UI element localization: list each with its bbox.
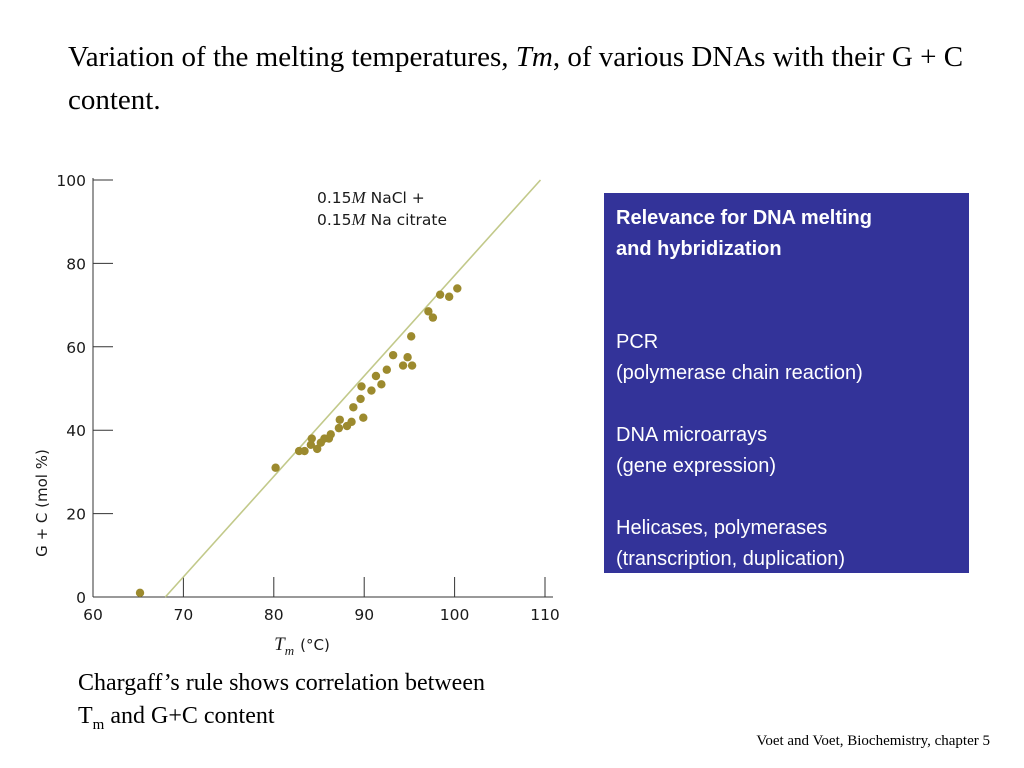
data-point: [312, 444, 322, 454]
data-point: [135, 588, 145, 598]
caption-line-2: Tm and G+C content: [78, 700, 578, 742]
item-detail: (gene expression): [616, 455, 777, 477]
x-tick-label: 60: [83, 606, 103, 624]
data-point: [377, 380, 386, 389]
data-point: [371, 371, 381, 381]
y-tick-label: 0: [76, 589, 86, 607]
data-point: [398, 361, 408, 370]
relevance-info-box: Relevance for DNA melting and hybridizat…: [604, 193, 969, 573]
chart-axes: 0 20 40 60 80 100 60 70 80 90 100 110: [56, 172, 559, 624]
x-tick-label: 90: [354, 606, 374, 624]
info-item-pcr: PCR (polymerase chain reaction): [616, 327, 957, 389]
data-point: [453, 284, 462, 293]
item-detail: (transcription, duplication): [616, 548, 845, 570]
title-tm: Tm: [515, 41, 553, 73]
figure-caption: Chargaff’s rule shows correlation betwee…: [78, 667, 578, 742]
data-point: [382, 365, 391, 374]
data-point: [407, 361, 417, 370]
data-point: [306, 440, 316, 449]
info-item-microarrays: DNA microarrays (gene expression): [616, 420, 957, 482]
heading-line-1: Relevance for DNA melting: [616, 207, 872, 229]
caption-rest: and G+C content: [104, 703, 275, 729]
data-point: [388, 350, 398, 360]
x-tick-label: 70: [174, 606, 194, 624]
data-point: [357, 382, 366, 391]
data-point: [444, 292, 454, 301]
data-point: [359, 413, 368, 422]
data-point: [403, 353, 412, 362]
caption-line-1: Chargaff’s rule shows correlation betwee…: [78, 670, 485, 696]
x-axis-label: Tm (°C): [274, 634, 330, 658]
info-item-helicases: Helicases, polymerases (transcription, d…: [616, 513, 957, 575]
data-point: [334, 423, 344, 433]
slide-title: Variation of the melting temperatures, T…: [68, 36, 988, 122]
data-point: [307, 434, 316, 443]
data-point: [356, 394, 365, 404]
caption-sub: m: [92, 716, 105, 733]
annotation-line-2: 0.15M Na citrate: [317, 210, 447, 229]
item-title: PCR: [616, 331, 659, 353]
caption-t: T: [78, 703, 93, 729]
data-point: [349, 403, 358, 412]
y-axis-label: G + C (mol %): [33, 449, 51, 557]
data-point: [300, 446, 309, 456]
item-title: DNA microarrays: [616, 424, 768, 446]
data-point: [435, 290, 445, 299]
y-tick-label: 80: [66, 255, 86, 273]
y-tick-label: 20: [66, 506, 86, 524]
data-points: [135, 284, 462, 598]
data-point: [424, 307, 433, 316]
item-detail: (polymerase chain reaction): [616, 362, 863, 384]
fit-line-group: [164, 179, 542, 598]
data-point: [428, 313, 438, 322]
data-point: [347, 417, 356, 427]
y-tick-label: 100: [56, 172, 86, 190]
source-credit: Voet and Voet, Biochemistry, chapter 5: [756, 733, 990, 749]
data-point: [271, 463, 280, 472]
y-tick-label: 60: [66, 339, 86, 357]
title-text-rest: , of various DNAs with their G + C conte…: [68, 41, 964, 116]
y-tick-label: 40: [66, 422, 86, 440]
title-text: Variation of the melting temperatures,: [68, 41, 516, 73]
data-point: [326, 430, 335, 439]
fit-line: [164, 179, 542, 598]
annotation-line-1: 0.15M NaCl +: [317, 188, 425, 207]
x-tick-label: 100: [440, 606, 470, 624]
x-tick-label: 110: [530, 606, 560, 624]
data-point: [367, 386, 376, 395]
heading-line-2: and hybridization: [616, 238, 782, 260]
data-point: [407, 332, 416, 341]
x-tick-label: 80: [264, 606, 284, 624]
info-box-heading: Relevance for DNA melting and hybridizat…: [616, 203, 957, 265]
item-title: Helicases, polymerases: [616, 517, 828, 539]
data-point: [335, 415, 344, 424]
